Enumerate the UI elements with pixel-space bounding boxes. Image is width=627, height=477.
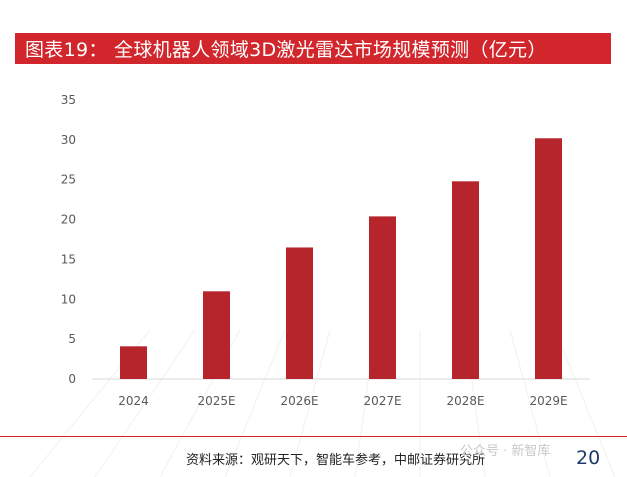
grid-decoration-line	[554, 329, 616, 477]
footer-divider	[0, 436, 627, 437]
y-tick-label: 5	[68, 332, 76, 346]
x-tick-label: 2027E	[363, 394, 401, 408]
bar-2027E	[369, 216, 396, 379]
source-note: 资料来源：观研天下，智能车参考，中邮证券研究所	[186, 453, 486, 468]
figure-title-bar: 图表19： 全球机器人领域3D激光雷达市场规模预测（亿元）	[15, 33, 611, 64]
y-axis: 0 5 10 15 20 25 30 35	[61, 93, 76, 386]
x-tick-label: 2026E	[280, 394, 318, 408]
y-tick-label: 10	[61, 292, 76, 306]
y-tick-label: 20	[61, 213, 76, 227]
bar-2026E	[286, 247, 313, 379]
grid-decoration-line	[289, 329, 331, 477]
figure-title: 图表19： 全球机器人领域3D激光雷达市场规模预测（亿元）	[25, 39, 547, 61]
bar-2028E	[452, 181, 479, 379]
grid-decoration-line	[94, 329, 196, 477]
grid-decoration-line	[509, 329, 551, 477]
x-tick-label: 2028E	[446, 394, 484, 408]
y-tick-label: 35	[61, 93, 76, 107]
bar-2024	[120, 346, 147, 379]
y-tick-label: 15	[61, 252, 76, 266]
x-axis: 2024 2025E 2026E 2027E 2028E 2029E	[118, 394, 567, 408]
y-tick-label: 25	[61, 173, 76, 187]
x-tick-label: 2029E	[529, 394, 567, 408]
watermark: 公众号 · 新智库	[460, 444, 551, 459]
bar-2029E	[535, 138, 562, 379]
x-tick-label: 2025E	[197, 394, 235, 408]
bars-group	[120, 138, 562, 379]
y-tick-label: 0	[68, 372, 76, 386]
x-tick-label: 2024	[118, 394, 149, 408]
page-number: 20	[576, 447, 601, 469]
grid-decoration-line	[224, 329, 286, 477]
y-tick-label: 30	[61, 133, 76, 147]
bar-2025E	[203, 291, 230, 379]
